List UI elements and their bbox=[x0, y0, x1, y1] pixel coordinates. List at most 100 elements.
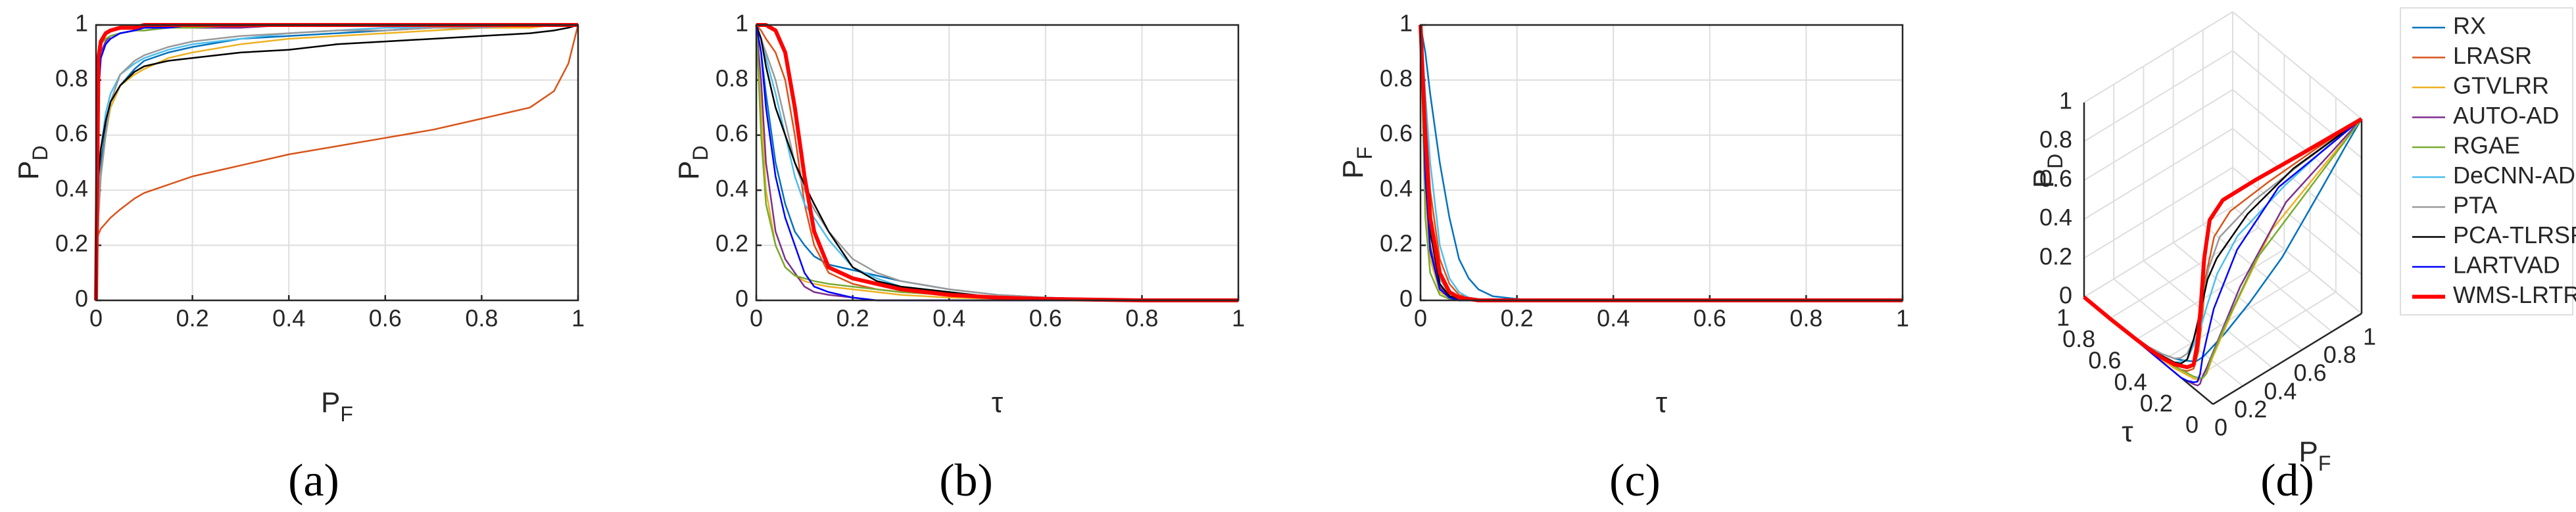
legend-label: DeCNN-AD bbox=[2453, 162, 2575, 189]
legend-label: AUTO-AD bbox=[2453, 102, 2559, 129]
z-tick-label: 0.4 bbox=[2039, 204, 2072, 231]
x-axis-label: PF bbox=[321, 386, 353, 427]
x-tick-label: 0.8 bbox=[1125, 305, 1158, 332]
caption: (c) bbox=[1609, 455, 1661, 506]
grid-line bbox=[2083, 50, 2233, 143]
legend-label: LARTVAD bbox=[2453, 252, 2560, 279]
x-tick-label: 0.4 bbox=[2264, 377, 2297, 404]
series-line-3d bbox=[2083, 118, 2362, 386]
z-tick-label: 0 bbox=[2059, 282, 2072, 309]
axis-line bbox=[2212, 312, 2362, 406]
y-axis-label: PD bbox=[12, 145, 53, 179]
caption: (b) bbox=[939, 455, 993, 506]
series-line bbox=[95, 24, 579, 246]
axes-box bbox=[755, 24, 1240, 302]
x-tick-label: 0.6 bbox=[369, 305, 402, 332]
plot-area bbox=[756, 25, 1238, 300]
x-axis-label-part: τ bbox=[992, 386, 1004, 419]
y-tick-label: 0.4 bbox=[2114, 368, 2147, 395]
x-tick-label: 0.4 bbox=[272, 305, 305, 332]
grid-line bbox=[2232, 128, 2362, 237]
y-tick-label: 0 bbox=[75, 285, 88, 312]
axes-box bbox=[1419, 24, 1904, 302]
grid-line bbox=[2232, 206, 2362, 314]
x-tick-label: 0 bbox=[89, 305, 103, 332]
y-tick-label: 0.8 bbox=[1380, 64, 1413, 91]
series-line bbox=[756, 23, 1238, 302]
caption: (a) bbox=[288, 455, 339, 506]
x-tick-label: 0.4 bbox=[1597, 305, 1630, 332]
grid-line bbox=[2161, 269, 2311, 362]
x-axis-label-part: P bbox=[2299, 436, 2318, 468]
legend-label: LRASR bbox=[2453, 42, 2532, 69]
x-axis-label-part: F bbox=[2318, 452, 2331, 475]
z-tick-label: 0.6 bbox=[2039, 165, 2072, 192]
x-tick-label: 0.6 bbox=[1029, 305, 1062, 332]
legend-label: RX bbox=[2453, 12, 2486, 39]
series-line bbox=[95, 24, 579, 301]
plot-area bbox=[96, 25, 578, 300]
y-axis-label: PF bbox=[1337, 147, 1377, 179]
y-tick-label: 1 bbox=[735, 10, 748, 37]
grid-line bbox=[2232, 11, 2362, 120]
y-tick-label: 0.2 bbox=[55, 230, 88, 257]
grid-line bbox=[2232, 89, 2362, 198]
x-tick-label: 0.8 bbox=[465, 305, 498, 332]
y-tick-label: 0.6 bbox=[716, 120, 748, 147]
legend-box bbox=[2400, 7, 2573, 315]
y-axis-label-part: D bbox=[689, 145, 712, 160]
legend-label: WMS-LRTR bbox=[2453, 281, 2576, 308]
x-axis-label: τ bbox=[1656, 386, 1668, 419]
y-tick-label: 0.6 bbox=[1380, 120, 1413, 147]
x-tick-label: 0.2 bbox=[2234, 396, 2267, 423]
plot-area bbox=[1421, 25, 1903, 300]
x-tick-label: 1 bbox=[1896, 305, 1909, 332]
y-tick-label: 0.4 bbox=[1380, 175, 1413, 202]
y-tick-label: 0 bbox=[735, 285, 748, 312]
x-tick-label: 0.2 bbox=[1501, 305, 1534, 332]
x-tick-label: 0 bbox=[750, 305, 763, 332]
y-tick-label: 0.2 bbox=[2140, 390, 2173, 417]
y-axis-label-part: P bbox=[12, 160, 45, 179]
y-axis-label-part: P bbox=[673, 160, 705, 179]
grid-line bbox=[2172, 242, 2303, 350]
z-tick-label: 0.8 bbox=[2039, 126, 2072, 153]
y-tick-label: 1 bbox=[2056, 304, 2070, 331]
grid-line bbox=[2113, 278, 2243, 387]
grid-line bbox=[2187, 291, 2337, 384]
x-tick-label: 0.8 bbox=[2323, 341, 2356, 368]
grid-line bbox=[2083, 89, 2233, 181]
grid-line bbox=[2143, 260, 2273, 369]
y-axis-label: τ bbox=[2122, 416, 2133, 448]
y-tick-label: 0.6 bbox=[2088, 347, 2121, 374]
z-axis-label-part: D bbox=[2043, 154, 2067, 169]
y-tick-label: 0.8 bbox=[716, 64, 748, 91]
y-tick-label: 0.4 bbox=[55, 175, 88, 202]
y-tick-label: 0.8 bbox=[2062, 325, 2095, 352]
x-tick-label: 1 bbox=[1232, 305, 1245, 332]
x-tick-label: 0.6 bbox=[1693, 305, 1726, 332]
caption: (d) bbox=[2260, 455, 2314, 506]
y-tick-label: 1 bbox=[75, 10, 88, 37]
x-tick-label: 0.8 bbox=[1789, 305, 1822, 332]
grid-line bbox=[2083, 166, 2233, 259]
grid-line bbox=[2232, 167, 2362, 275]
x-tick-label: 0.4 bbox=[933, 305, 965, 332]
z-axis-label: PD bbox=[2028, 154, 2068, 188]
grid-line bbox=[2083, 128, 2233, 220]
x-tick-label: 1 bbox=[2363, 323, 2376, 350]
grid-line bbox=[2232, 50, 2362, 158]
y-axis-label-part: P bbox=[1337, 160, 1369, 179]
legend-label: PTA bbox=[2453, 192, 2497, 219]
legend-label: RGAE bbox=[2453, 132, 2520, 159]
x-axis-label-part: P bbox=[321, 386, 340, 419]
y-axis-label-part: F bbox=[1353, 147, 1376, 160]
x-axis-label-part: F bbox=[340, 402, 353, 426]
legend-label: PCA-TLRSR bbox=[2453, 221, 2576, 248]
x-tick-label: 0.2 bbox=[176, 305, 209, 332]
z-tick-label: 0.2 bbox=[2039, 243, 2072, 269]
y-axis-label-part: D bbox=[28, 145, 52, 160]
y-tick-label: 0.8 bbox=[55, 64, 88, 91]
x-axis-label: PF bbox=[2299, 436, 2331, 476]
